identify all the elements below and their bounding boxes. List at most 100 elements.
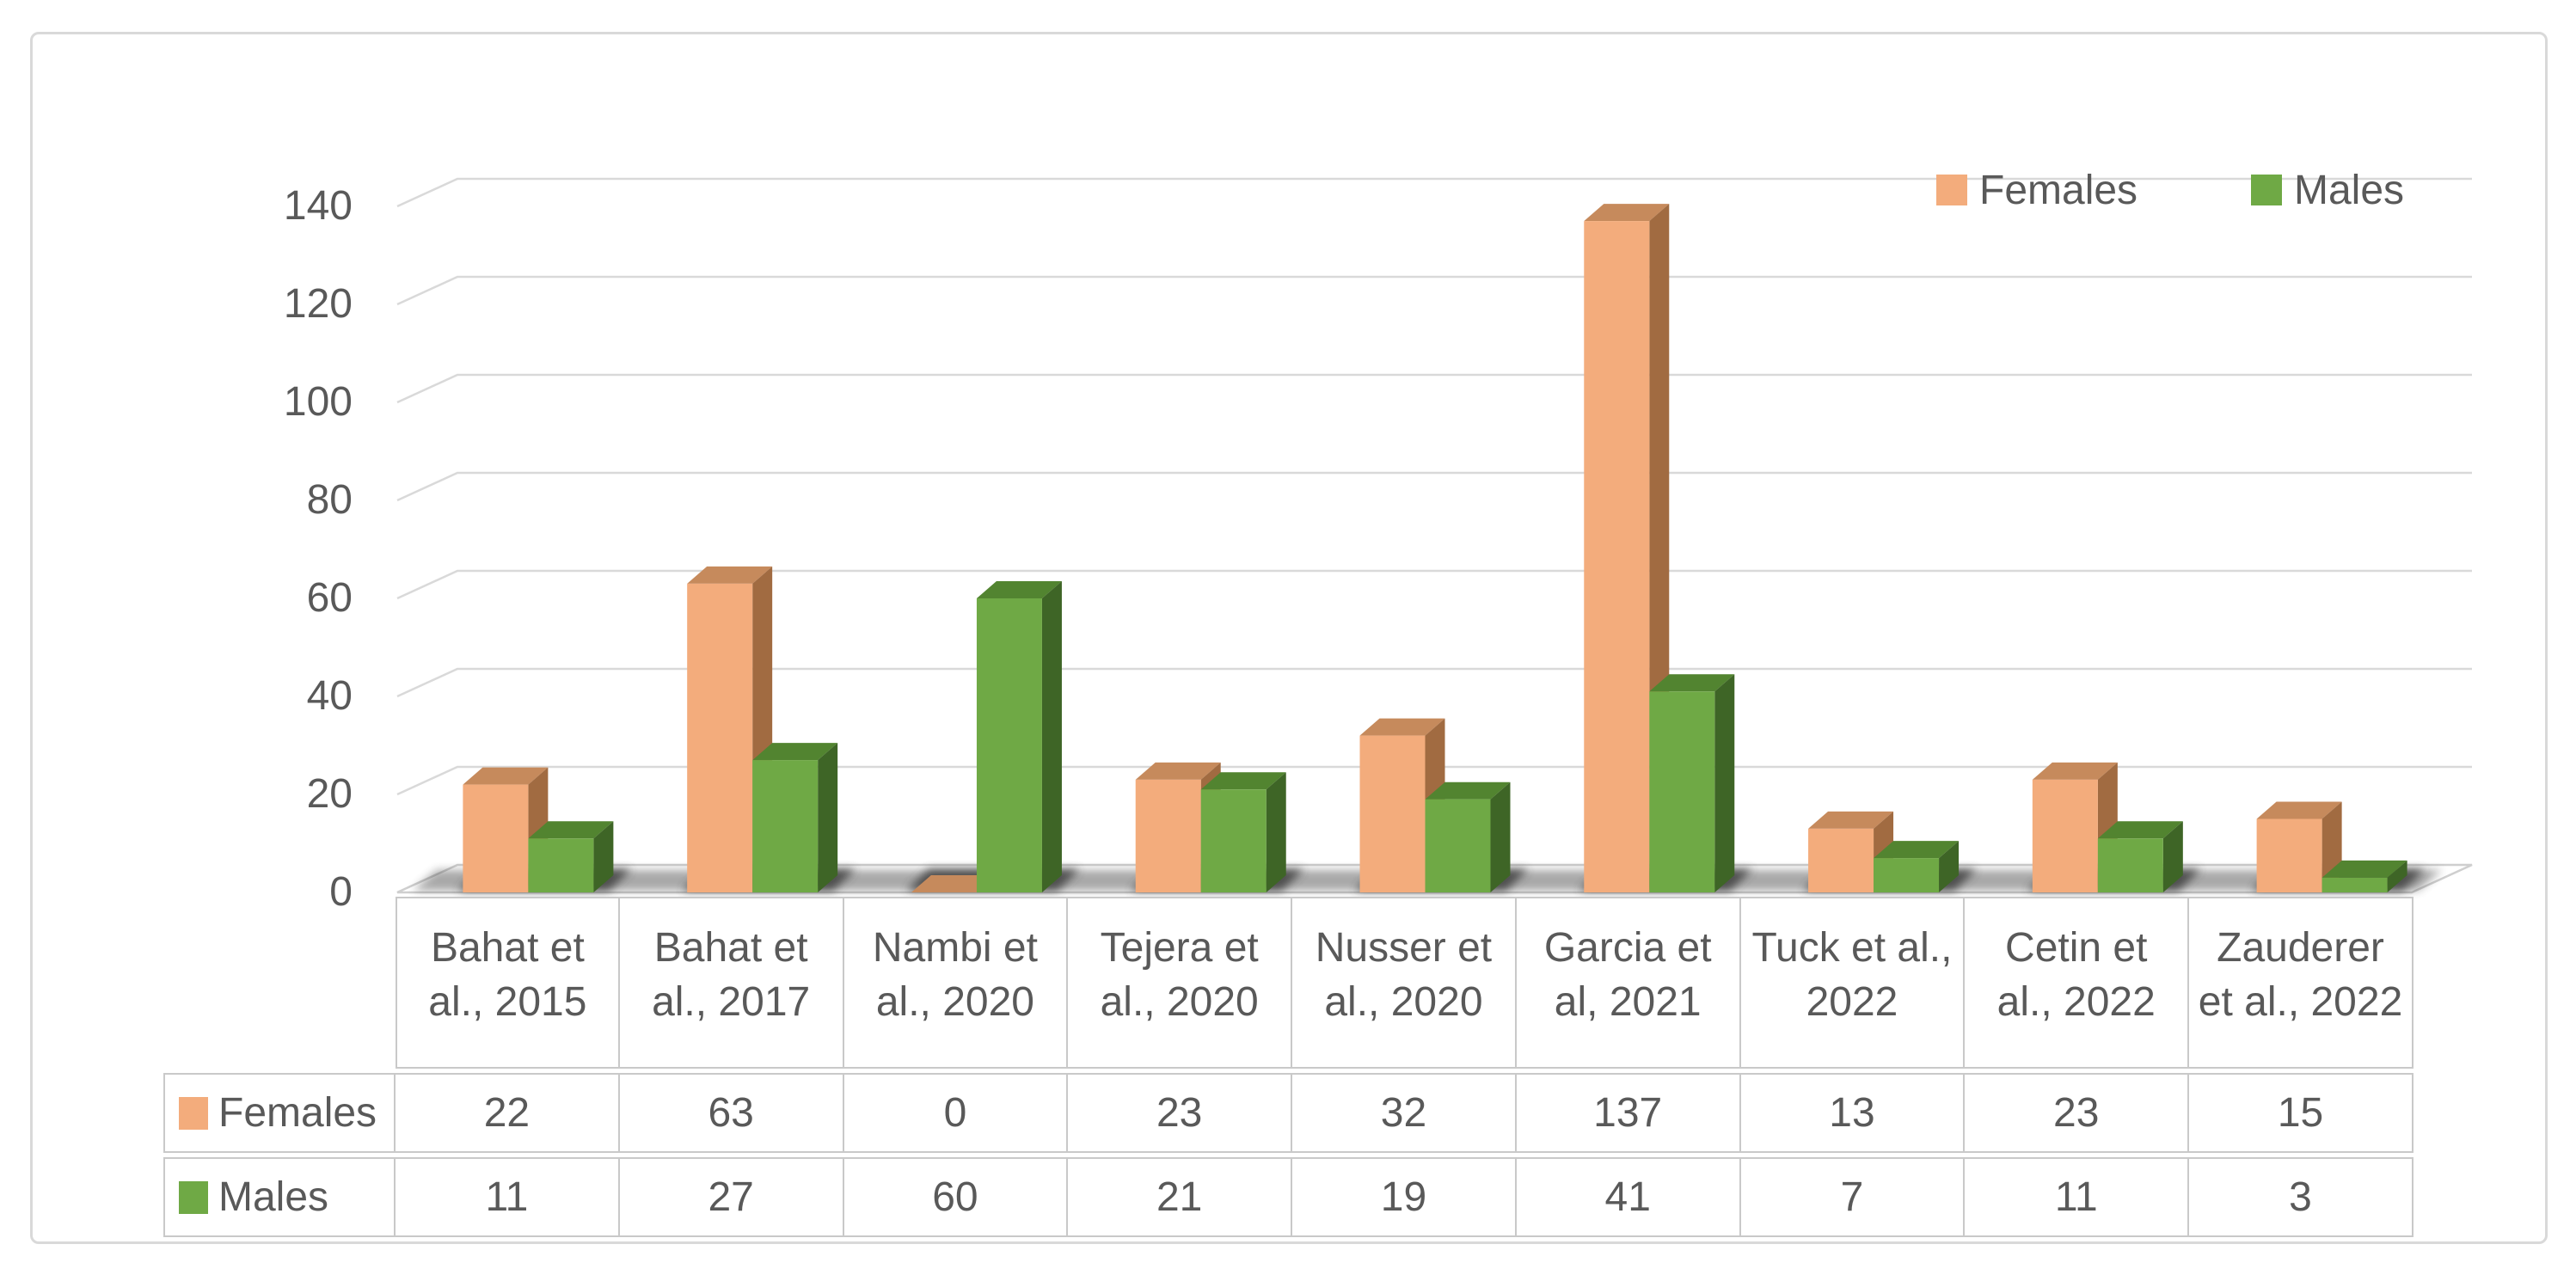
y-tick-label: 100 [283, 379, 353, 425]
legend-item-males: Males [2251, 167, 2404, 213]
bar-males-front [1200, 789, 1267, 892]
value-cell: 0 [843, 1073, 1069, 1153]
gridline [396, 177, 2472, 208]
value-cell: 15 [2189, 1073, 2413, 1153]
legend-swatch-icon [2251, 175, 2282, 205]
bar-females-front [463, 784, 529, 892]
bar-males-side [2162, 821, 2183, 892]
bar-females-top [1359, 718, 1445, 736]
series-name: Males [218, 1174, 329, 1220]
category-cell: Nambi et al., 2020 [843, 897, 1069, 1069]
legend-label: Males [2294, 167, 2405, 213]
category-cell: Bahat et al., 2017 [619, 897, 844, 1069]
table-corner-spacer [163, 897, 396, 1069]
legend-item-females: Females [1936, 167, 2137, 213]
bar-males-side [1266, 772, 1286, 892]
bar-males-side [818, 743, 838, 892]
bar-males-top [2321, 860, 2407, 878]
value-cell: 23 [1965, 1073, 2190, 1153]
bar-females-top [911, 875, 997, 892]
gridline [396, 471, 2472, 502]
bar-females-top [463, 767, 549, 785]
bar-females-front [1584, 221, 1650, 893]
bar-males-side [1714, 674, 1735, 892]
gridline [396, 275, 2472, 306]
legend-swatch-icon [1936, 175, 1967, 205]
bar-females-top [1808, 811, 1894, 829]
y-tick-label: 20 [306, 771, 353, 817]
legend-label: Females [1979, 167, 2138, 213]
y-tick-label: 80 [306, 477, 353, 523]
y-tick-label: 140 [283, 183, 353, 229]
bar-females-front [1808, 828, 1874, 892]
value-cell: 137 [1516, 1073, 1741, 1153]
data-table: Bahat et al., 2015 Bahat et al., 2017 Namb… [163, 897, 2413, 1237]
bar-females-front [2256, 818, 2322, 892]
bar-males-top [976, 581, 1062, 598]
bar-males-front [752, 760, 819, 892]
value-cell: 3 [2189, 1157, 2413, 1237]
y-tick-label: 60 [306, 575, 353, 621]
value-cell: 32 [1292, 1073, 1517, 1153]
bar-females-front [2032, 779, 2098, 892]
y-tick-label: 40 [306, 673, 353, 719]
bar-males-front [1425, 799, 1491, 892]
value-cell: 7 [1740, 1157, 1966, 1237]
bar-males-side [1939, 841, 1960, 892]
value-cell: 11 [396, 1157, 620, 1237]
value-cell: 21 [1068, 1157, 1293, 1237]
category-cell: Tejera et al., 2020 [1068, 897, 1293, 1069]
bar-females-front [1359, 735, 1426, 892]
bar-males-top [1200, 772, 1286, 790]
series-name-cell: Males [163, 1157, 396, 1237]
category-cell: Nusser et al., 2020 [1292, 897, 1517, 1069]
gridline [396, 569, 2472, 600]
bar-males-front [1874, 858, 1940, 892]
bar-males-side [1041, 581, 1062, 892]
bar-females-top [2032, 762, 2118, 780]
value-cell: 27 [619, 1157, 844, 1237]
bar-males-front [1649, 691, 1715, 892]
category-cell: Cetin et al., 2022 [1965, 897, 2190, 1069]
bar-males-front [2321, 877, 2388, 892]
bar-males-side [1490, 781, 1511, 892]
value-cell: 23 [1068, 1073, 1293, 1153]
bar-males-top [1649, 674, 1735, 692]
bar-males-top [1425, 781, 1511, 800]
bar-males-top [528, 821, 614, 839]
y-tick-label: 120 [283, 281, 353, 327]
bar-males-top [2097, 821, 2183, 839]
bar-males-front [528, 838, 594, 892]
category-cell: Tuck et al., 2022 [1740, 897, 1966, 1069]
bar-males-side [2387, 860, 2407, 892]
bar-females-front [687, 583, 753, 892]
bar-males-front [976, 598, 1042, 892]
value-cell: 60 [843, 1157, 1069, 1237]
category-cell: Garcia et al, 2021 [1516, 897, 1741, 1069]
bar-males-side [593, 821, 614, 892]
bar-females-top [1135, 762, 1221, 780]
series-name: Females [218, 1090, 377, 1136]
bar-females-front [1135, 779, 1201, 892]
bar-males-front [2097, 838, 2163, 892]
gridline [396, 373, 2472, 404]
category-cell: Bahat et al., 2015 [396, 897, 620, 1069]
value-cell: 19 [1292, 1157, 1517, 1237]
bar-females-top [1584, 204, 1670, 222]
gridline [396, 667, 2472, 698]
series-name-cell: Females [163, 1073, 396, 1153]
category-cell: Zauderer et al., 2022 [2189, 897, 2413, 1069]
gridline [396, 765, 2472, 796]
value-cell: 63 [619, 1073, 844, 1153]
y-tick-label: 0 [329, 869, 353, 915]
value-cell: 13 [1740, 1073, 1966, 1153]
series-swatch-icon [179, 1180, 208, 1214]
figure-border [30, 32, 2548, 1244]
series-swatch-icon [179, 1096, 208, 1130]
value-cell: 41 [1516, 1157, 1741, 1237]
bar-females-top [2256, 801, 2342, 819]
bar-males-top [1874, 841, 1960, 859]
bar-males-top [752, 743, 838, 761]
